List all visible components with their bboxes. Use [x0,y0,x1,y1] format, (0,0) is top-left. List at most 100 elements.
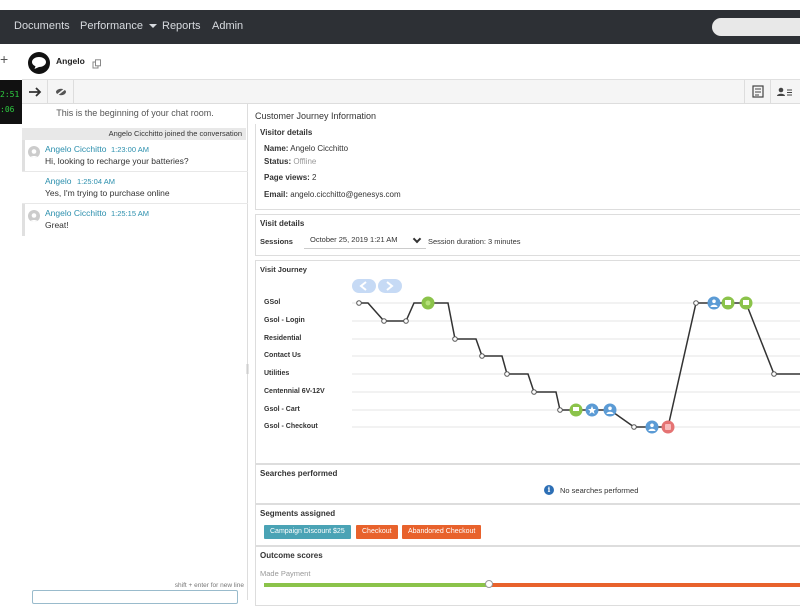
segment-badge[interactable]: Checkout [356,525,398,539]
segments-section: Segments assigned Campaign Discount $25 … [255,504,800,546]
agent-event-icon [707,296,721,310]
mute-button[interactable] [48,80,74,104]
contact-card-icon [777,87,792,96]
visitor-details-section: Visitor details Name: Angelo Cicchitto S… [255,124,800,210]
section-title: Visitor details [260,128,313,137]
eye-off-icon [55,87,67,97]
journey-title: Customer Journey Information [255,111,377,121]
participant-name: Angelo [56,56,85,66]
searches-section: Searches performed i No searches perform… [255,464,800,504]
message-sender: Angelo Cicchitto [45,208,107,218]
journey-page-label: Gsol - Cart [264,406,300,413]
visitor-pageviews-row: Page views: 2 [264,173,317,182]
section-title: Segments assigned [260,509,336,518]
journey-page-label: Utilities [264,370,290,377]
sessions-label: Sessions [260,237,293,246]
outcome-score-marker [485,580,494,588]
no-searches-text: No searches performed [560,486,639,495]
journey-next-button[interactable] [378,279,402,293]
conversation-header: Angelo [22,44,800,80]
cart-event-icon [739,296,753,310]
journey-page-label: GSol [264,299,281,306]
chat-message-input[interactable] [32,590,238,604]
document-icon [752,85,764,98]
contact-button[interactable] [770,80,796,104]
customer-journey-panel: Customer Journey Information Visitor det… [249,104,800,606]
top-nav-bar: Documents Performance Reports Admin [0,10,800,44]
message-sender: Angelo [45,176,72,186]
star-event-icon [585,403,599,417]
visitor-email-row: Email: angelo.cicchitto@genesys.com [264,190,401,199]
cart-event-icon [569,403,583,417]
session-duration: Session duration: 3 minutes [428,237,521,246]
message-sender: Angelo Cicchitto [45,144,107,154]
clock-strip: 2:51 :06 [0,80,22,124]
journey-page-label: Centennial 6V-12V [264,388,325,395]
message-text: Hi, looking to recharge your batteries? [45,156,189,166]
outcome-score-fill [264,583,490,587]
segment-badge[interactable]: Abandoned Checkout [402,525,482,539]
journey-page-label: Residential [264,335,302,342]
outcome-event-icon [661,420,675,434]
user-avatar-icon [28,210,40,222]
cart-event-icon [721,296,735,310]
segment-event-icon [421,296,435,310]
session-select[interactable]: October 25, 2019 1:21 AM [304,231,426,249]
message-text: Yes, I'm trying to purchase online [45,188,170,198]
input-hint: shift + enter for new line [174,582,244,589]
section-title: Outcome scores [260,551,323,560]
visitor-pageviews: 2 [312,173,317,182]
clock-line-2: :06 [0,105,15,114]
journey-page-label: Contact Us [264,352,301,359]
nav-admin[interactable]: Admin [212,20,244,32]
journey-page-label: Gsol - Login [264,317,305,324]
visitor-name-row: Name: Angelo Cicchitto [264,144,349,153]
avatar [28,52,50,74]
outcomes-section: Outcome scores Made Payment [255,546,800,606]
section-title: Visit details [260,219,305,228]
caret-down-icon [148,24,157,29]
nav-documents[interactable]: Documents [14,20,70,32]
nav-performance-label: Performance [80,20,143,32]
agent-event-icon [645,420,659,434]
journey-graph [352,279,800,434]
segment-badge[interactable]: Campaign Discount $25 [264,525,351,539]
visitor-status: Offline [293,157,317,166]
arrow-right-icon [29,87,42,97]
journey-prev-button[interactable] [352,279,376,293]
chat-bubble-icon [32,57,46,69]
nav-performance[interactable]: Performance [80,10,157,44]
message-text: Great! [45,220,69,230]
outcome-score-bar [264,580,800,588]
chat-message: Angelo Cicchitto 1:25:15 AM Great! [22,204,248,236]
agent-event-icon [603,403,617,417]
message-time: 1:23:00 AM [111,145,149,154]
search-input[interactable] [712,18,800,36]
clock-line-1: 2:51 [0,90,20,99]
add-icon[interactable]: + [0,51,9,67]
chevron-down-icon [412,234,422,244]
conversation-toolbar [22,80,800,104]
copy-icon[interactable] [92,56,102,74]
transfer-button[interactable] [22,80,48,104]
visitor-email: angelo.cicchitto@genesys.com [290,190,401,199]
message-time: 1:25:04 AM [77,177,115,186]
journey-button[interactable] [744,80,770,104]
info-icon: i [544,485,554,495]
outcome-label: Made Payment [260,569,311,578]
visitor-name: Angelo Cicchitto [290,144,349,153]
chat-joined-notice: Angelo Cicchitto joined the conversation [22,128,246,140]
visitor-status-row: Status: Offline [264,157,317,166]
section-title: Visit Journey [260,265,307,274]
session-select-value: October 25, 2019 1:21 AM [310,235,398,244]
message-time: 1:25:15 AM [111,209,149,218]
visit-journey-section: Visit Journey GSol Gsol - Login Resident… [255,260,800,464]
chat-message: Angelo 1:25:04 AM Yes, I'm trying to pur… [22,172,248,204]
chat-begin-text: This is the beginning of your chat room. [56,108,214,118]
user-avatar-icon [28,146,40,158]
chat-message: Angelo Cicchitto 1:23:00 AM Hi, looking … [22,140,248,172]
visit-details-section: Visit details Sessions October 25, 2019 … [255,214,800,256]
nav-reports[interactable]: Reports [162,20,201,32]
section-title: Searches performed [260,469,338,478]
journey-page-label: Gsol - Checkout [264,423,318,430]
